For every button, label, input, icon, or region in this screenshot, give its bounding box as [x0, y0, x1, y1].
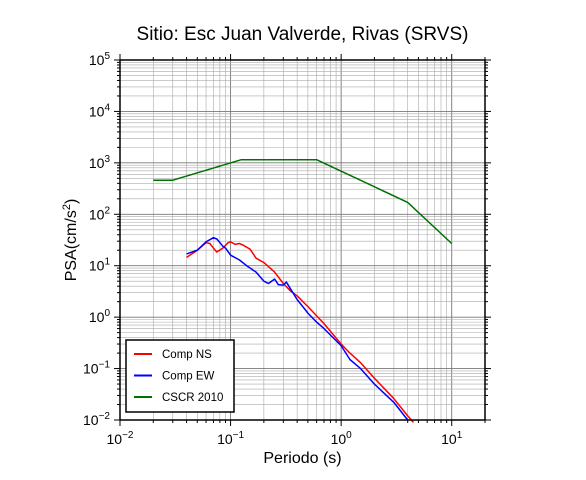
y-tick-label: 10−2 [83, 411, 110, 428]
plot-frame [119, 59, 486, 421]
y-tick-label: 101 [89, 257, 111, 274]
x-tick-label: 10−2 [107, 430, 134, 447]
legend-label: Comp NS [162, 349, 212, 361]
legend-label: Comp EW [162, 371, 215, 383]
y-tick-label: 10−1 [83, 360, 110, 377]
y-tick-label: 104 [89, 102, 111, 119]
x-tick-label: 101 [441, 430, 463, 447]
x-tick-label: 100 [331, 430, 353, 447]
y-tick-label: 105 [89, 51, 111, 68]
axis-ticks: 10−2 10−1 100 101 10−2 10−1 100 101 102 103 104 105 [83, 51, 491, 447]
series-line-comp-ew [186, 236, 409, 421]
y-tick-label: 102 [89, 205, 111, 222]
series-lines [153, 158, 453, 423]
grid-lines [119, 59, 486, 421]
legend-label: CSCR 2010 [162, 392, 223, 404]
x-axis-label: Periodo (s) [263, 450, 341, 467]
legend: Comp NS Comp EW CSCR 2010 [125, 339, 235, 413]
series-line-cscr-2010 [153, 158, 453, 245]
y-tick-label: 100 [89, 308, 111, 325]
x-tick-label: 10−1 [217, 430, 244, 447]
chart-title: Sitio: Esc Juan Valverde, Rivas (SRVS) [137, 24, 469, 45]
series-line-comp-ns [186, 241, 414, 423]
y-tick-label: 103 [89, 154, 111, 171]
y-axis-label: PSA(cm/s2) [61, 199, 80, 282]
